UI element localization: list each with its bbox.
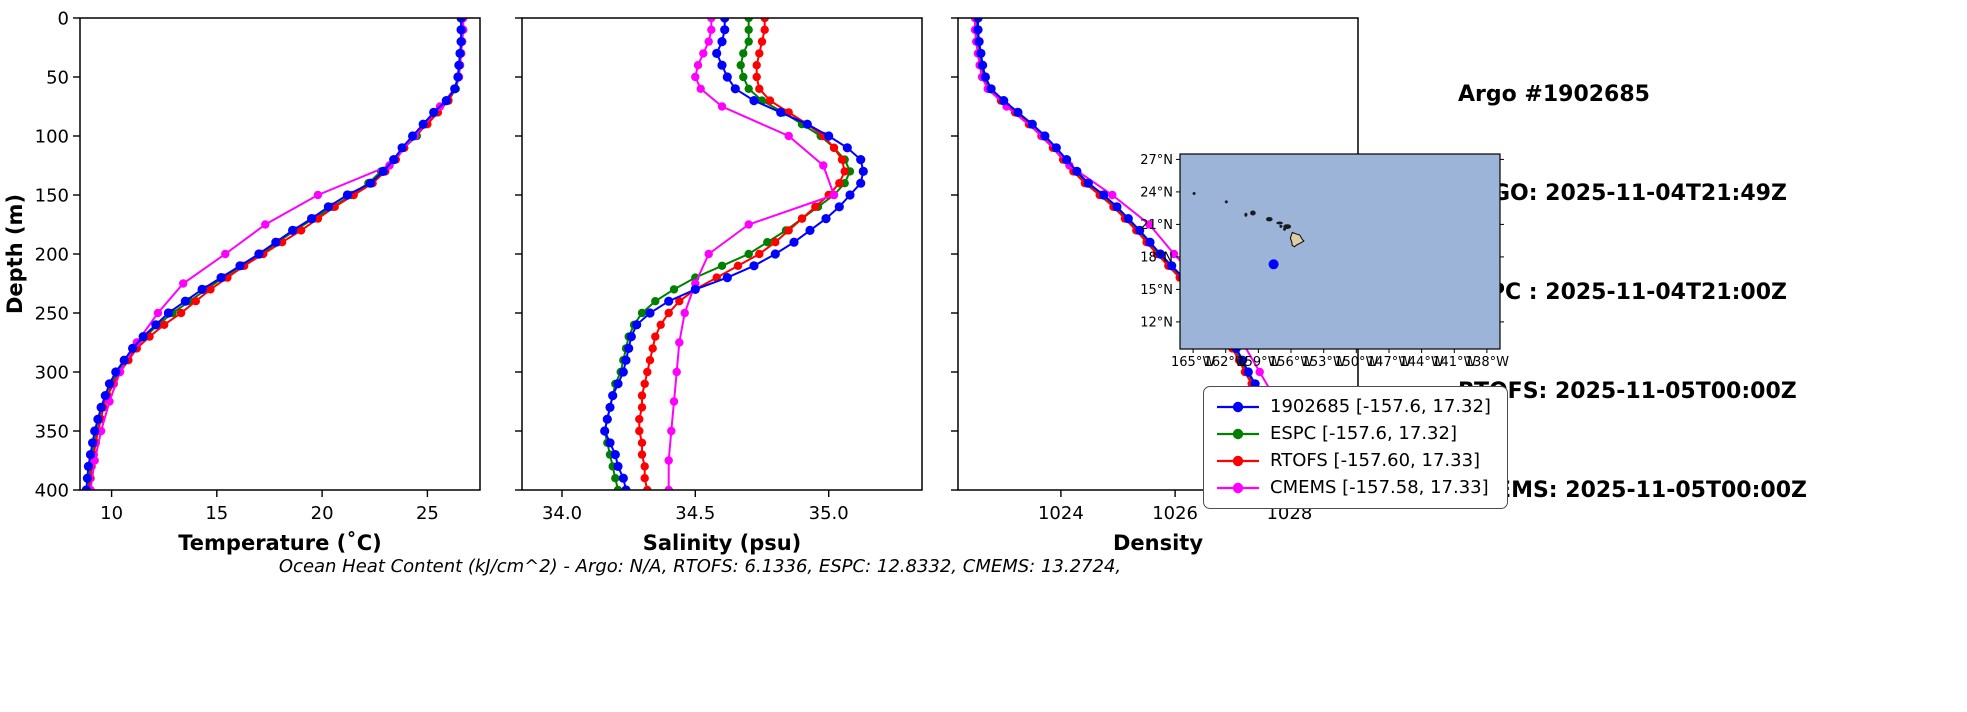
y-tick-label: 150 xyxy=(35,186,69,207)
map-y-tick-label: 21°N xyxy=(1140,218,1173,233)
series-line-1902685 xyxy=(85,18,463,490)
map-ocean xyxy=(1180,154,1500,349)
island xyxy=(1224,200,1228,204)
map-x-tick-label: 138°W xyxy=(1465,355,1509,370)
y-tick-label: 300 xyxy=(35,363,69,384)
map-x-tick-label: 147°W xyxy=(1367,355,1411,370)
series-markers-RTOFS xyxy=(85,18,467,490)
panel-frame xyxy=(521,17,923,491)
header-cmems-time: CMEMS: 2025-11-05T00:00Z xyxy=(1458,478,1807,503)
panel-series-temperature xyxy=(81,18,468,490)
y-tick-label: 350 xyxy=(35,422,69,443)
map-x-tick-label: 144°W xyxy=(1400,355,1444,370)
series-markers-RTOFS xyxy=(635,18,849,490)
x-tick-label: 15 xyxy=(205,503,228,524)
map-x-tick-label: 159°W xyxy=(1236,355,1280,370)
profile-plots: 0 50 100 150 200 250 300 350 400 10 15 20 25 Temperat… xyxy=(3,9,1359,555)
legend-marker-icon xyxy=(1217,428,1259,440)
legend: 1902685 [-157.6, 17.32] ESPC [-157.6, 17.… xyxy=(1203,386,1508,509)
map-y-tick-label: 18°N xyxy=(1140,250,1173,265)
x-tick-label: 1026 xyxy=(1152,503,1198,524)
map-frame xyxy=(1179,153,1501,350)
y-tick-label: 100 xyxy=(35,127,69,148)
map-x-tick-label: 162°W xyxy=(1204,355,1248,370)
island xyxy=(1192,192,1196,195)
legend-marker-icon xyxy=(1217,401,1259,413)
map-x-tick-label: 156°W xyxy=(1269,355,1313,370)
y-tick-label: 50 xyxy=(46,68,69,89)
island xyxy=(1279,224,1283,228)
series-line-ESPC xyxy=(87,18,465,490)
y-tick-label: 0 xyxy=(58,9,69,30)
y-tick-label: 400 xyxy=(35,481,69,502)
x-tick-label: 10 xyxy=(100,503,123,524)
x-tick-label: 20 xyxy=(311,503,334,524)
legend-entry: RTOFS [-157.60, 17.33] xyxy=(1215,450,1491,472)
legend-entry: 1902685 [-157.6, 17.32] xyxy=(1215,396,1491,418)
series-line-RTOFS xyxy=(88,18,464,490)
island xyxy=(1276,221,1283,225)
map-y-tick-label: 24°N xyxy=(1140,185,1173,200)
x-tick-label: 34.0 xyxy=(542,503,582,524)
x-tick-label: 1024 xyxy=(1038,503,1084,524)
panel-series-salinity xyxy=(600,18,868,490)
series-markers-1902685 xyxy=(600,18,868,490)
legend-label: CMEMS [-157.58, 17.33] xyxy=(1270,477,1489,498)
y-axis-label: Depth (m) xyxy=(3,194,27,314)
map-y-tick-label: 15°N xyxy=(1140,283,1173,298)
panel-frame xyxy=(79,17,481,491)
map-x-tick-label: 165°W xyxy=(1171,355,1215,370)
series-markers-1902685 xyxy=(81,18,466,490)
island xyxy=(1283,224,1292,229)
island xyxy=(1250,210,1256,216)
legend-entry: CMEMS [-157.58, 17.33] xyxy=(1215,477,1491,499)
y-tick-label: 200 xyxy=(35,245,69,266)
x-axis-label-salinity: Salinity (psu) xyxy=(643,531,802,555)
legend-entry: ESPC [-157.6, 17.32] xyxy=(1215,423,1491,445)
series-line-CMEMS xyxy=(89,18,465,490)
map-x-tick-label: 141°W xyxy=(1432,355,1476,370)
ohc-annotation: Ocean Heat Content (kJ/cm^2) - Argo: N/A… xyxy=(278,556,1122,577)
series-markers-CMEMS xyxy=(86,18,468,490)
island-big-island xyxy=(1289,231,1305,248)
series-markers-ESPC xyxy=(84,18,468,490)
x-axis-label-temperature: Temperature (˚C) xyxy=(178,531,381,555)
x-axis-label-density: Density xyxy=(1113,531,1203,555)
island xyxy=(1266,217,1273,222)
y-tick-label: 250 xyxy=(35,304,69,325)
float-position-marker xyxy=(1268,259,1279,270)
map-y-tick-label: 12°N xyxy=(1140,315,1173,330)
x-tick-label: 34.5 xyxy=(675,503,715,524)
location-map: 165°W162°W159°W156°W153°W150°W147°W144°W… xyxy=(1140,153,1509,370)
x-tick-label: 25 xyxy=(416,503,439,524)
series-markers-CMEMS xyxy=(664,18,839,490)
header-float-id: Argo #1902685 xyxy=(1458,82,1650,107)
series-line-RTOFS xyxy=(638,18,846,490)
legend-marker-icon xyxy=(1217,482,1259,494)
legend-marker-icon xyxy=(1217,455,1259,467)
x-tick-label: 35.0 xyxy=(809,503,849,524)
map-x-tick-label: 150°W xyxy=(1334,355,1378,370)
legend-label: RTOFS [-157.60, 17.33] xyxy=(1270,450,1481,471)
map-x-tick-label: 153°W xyxy=(1302,355,1346,370)
legend-label: ESPC [-157.6, 17.32] xyxy=(1270,423,1457,444)
island xyxy=(1244,212,1248,217)
legend-label: 1902685 [-157.6, 17.32] xyxy=(1270,396,1491,417)
island xyxy=(1283,227,1286,231)
map-y-tick-label: 27°N xyxy=(1140,153,1173,168)
